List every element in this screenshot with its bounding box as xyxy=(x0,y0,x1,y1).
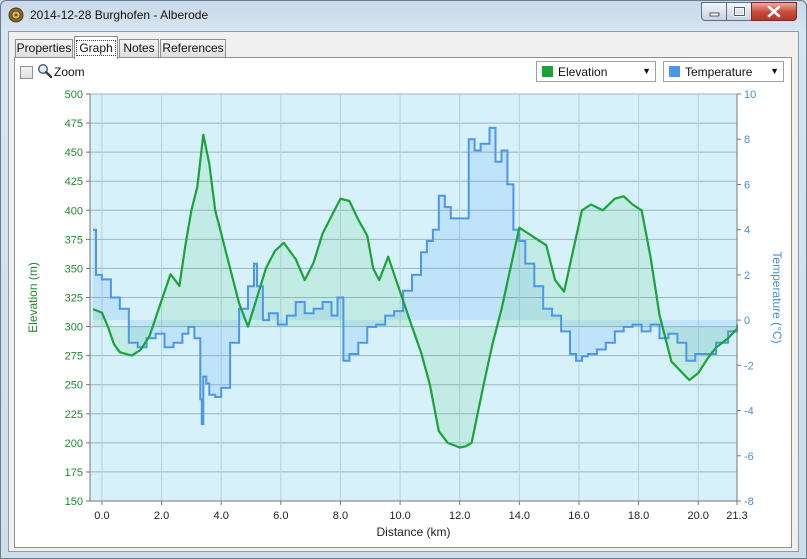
right-tick-label: 10 xyxy=(744,89,756,101)
left-tick-label: 275 xyxy=(65,351,83,363)
chevron-down-icon: ▼ xyxy=(642,66,651,76)
bottom-tick-label: 12.0 xyxy=(449,510,470,522)
left-tick-label: 375 xyxy=(65,234,83,246)
elevation-series-line xyxy=(92,133,738,449)
right-tick-label: 6 xyxy=(744,179,750,191)
minimize-button[interactable] xyxy=(701,2,727,21)
magnifier-icon xyxy=(37,63,53,79)
right-tick-label: 4 xyxy=(744,225,750,237)
app-icon xyxy=(8,7,24,23)
window-title: 2014-12-28 Burghofen - Alberode xyxy=(30,8,209,22)
elevation-area xyxy=(93,134,737,448)
right-tick-label: -4 xyxy=(744,406,754,418)
elevation-select-label: Elevation xyxy=(558,65,608,79)
bottom-tick-label: 4.0 xyxy=(214,510,229,522)
bottom-tick-label: 8.0 xyxy=(333,510,348,522)
right-tick-label: 8 xyxy=(744,134,750,146)
temperature-series-select[interactable]: Temperature ▼ xyxy=(663,61,784,82)
left-tick-label: 150 xyxy=(65,496,83,508)
left-tick-label: 400 xyxy=(65,205,83,217)
tab-label: Properties xyxy=(16,41,72,55)
left-tick-label: 500 xyxy=(65,89,83,101)
elevation-temperature-chart[interactable]: 150 175 200 225 250 275 300 325 350 375 400 425 450 4… xyxy=(15,58,791,547)
bottom-tick-label: 6.0 xyxy=(273,510,288,522)
bottom-tick-label: 0.0 xyxy=(94,510,109,522)
tab-references[interactable]: References xyxy=(160,39,226,58)
bottom-tick-label: 18.0 xyxy=(628,510,649,522)
bottom-tick-label: 14.0 xyxy=(509,510,530,522)
left-tick-label: 350 xyxy=(65,263,83,275)
left-tick-label: 250 xyxy=(65,380,83,392)
close-icon xyxy=(767,5,781,18)
minimize-icon xyxy=(709,12,720,17)
right-tick-label: 2 xyxy=(744,270,750,282)
right-axis-title: Temperature (°C) xyxy=(770,251,784,343)
title-bar[interactable]: 2014-12-28 Burghofen - Alberode xyxy=(1,1,806,29)
left-tick-label: 225 xyxy=(65,409,83,421)
left-tick-label: 300 xyxy=(65,322,83,334)
left-tick-label: 175 xyxy=(65,467,83,479)
maximize-icon xyxy=(733,6,746,17)
left-tick-label: 475 xyxy=(65,118,83,130)
client-area: Properties Graph Notes References Zoom E… xyxy=(8,31,799,552)
left-tick-label: 325 xyxy=(65,293,83,305)
left-tick-label: 425 xyxy=(65,176,83,188)
tab-label: Notes xyxy=(123,41,155,55)
elevation-color-swatch xyxy=(542,66,553,77)
left-tick-label: 200 xyxy=(65,438,83,450)
bottom-tick-label: 21.3 xyxy=(726,510,747,522)
tab-label: Graph xyxy=(76,40,116,56)
maximize-button[interactable] xyxy=(726,2,752,21)
right-tick-label: -6 xyxy=(744,451,754,463)
right-tick-label: 0 xyxy=(744,315,750,327)
right-tick-label: -8 xyxy=(744,496,754,508)
tab-properties[interactable]: Properties xyxy=(15,39,73,58)
tab-notes[interactable]: Notes xyxy=(119,39,159,58)
bottom-tick-label: 16.0 xyxy=(568,510,589,522)
x-axis-title: Distance (km) xyxy=(376,525,450,539)
temperature-select-label: Temperature xyxy=(685,65,753,79)
chevron-down-icon: ▼ xyxy=(770,66,779,76)
zoom-label: Zoom xyxy=(54,65,85,79)
zoom-checkbox[interactable] xyxy=(20,66,33,79)
bottom-tick-label: 10.0 xyxy=(389,510,410,522)
right-tick-label: -2 xyxy=(744,360,754,372)
temperature-series-line xyxy=(93,126,738,426)
tab-graph[interactable]: Graph xyxy=(74,36,118,59)
close-button[interactable] xyxy=(751,2,797,21)
left-axis-title: Elevation (m) xyxy=(26,262,40,333)
graph-page: Zoom Elevation ▼ Temperature ▼ 150 175 200… xyxy=(14,57,792,548)
elevation-series-select[interactable]: Elevation ▼ xyxy=(536,61,656,82)
temperature-area xyxy=(93,127,737,425)
tab-label: References xyxy=(162,41,224,55)
left-tick-label: 450 xyxy=(65,147,83,159)
temperature-color-swatch xyxy=(669,66,680,77)
bottom-tick-label: 20.0 xyxy=(688,510,709,522)
bottom-tick-label: 2.0 xyxy=(154,510,169,522)
